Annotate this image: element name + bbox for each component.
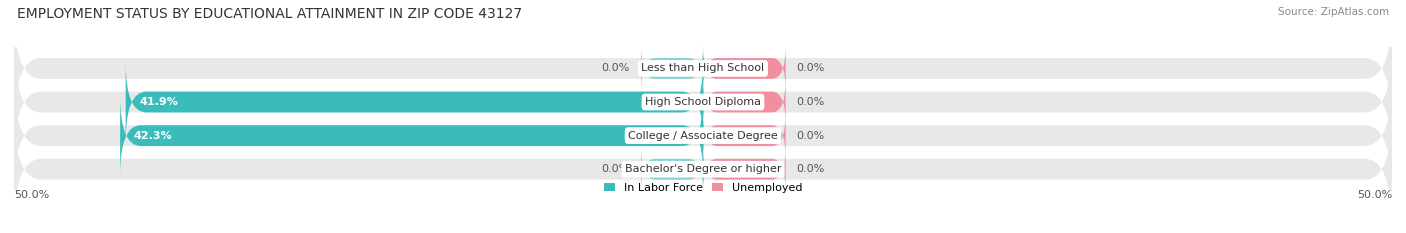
FancyBboxPatch shape bbox=[703, 146, 786, 192]
Text: 50.0%: 50.0% bbox=[14, 190, 49, 200]
Text: Bachelor's Degree or higher: Bachelor's Degree or higher bbox=[624, 164, 782, 174]
FancyBboxPatch shape bbox=[14, 45, 1392, 159]
Text: High School Diploma: High School Diploma bbox=[645, 97, 761, 107]
FancyBboxPatch shape bbox=[703, 79, 786, 125]
Text: 50.0%: 50.0% bbox=[1357, 190, 1392, 200]
FancyBboxPatch shape bbox=[703, 45, 786, 92]
FancyBboxPatch shape bbox=[120, 96, 703, 176]
Text: 42.3%: 42.3% bbox=[134, 131, 173, 141]
Text: 0.0%: 0.0% bbox=[602, 63, 630, 73]
Text: 0.0%: 0.0% bbox=[797, 164, 825, 174]
Text: Source: ZipAtlas.com: Source: ZipAtlas.com bbox=[1278, 7, 1389, 17]
Legend: In Labor Force, Unemployed: In Labor Force, Unemployed bbox=[599, 178, 807, 197]
FancyBboxPatch shape bbox=[125, 62, 703, 142]
Text: 0.0%: 0.0% bbox=[797, 97, 825, 107]
FancyBboxPatch shape bbox=[14, 113, 1392, 226]
FancyBboxPatch shape bbox=[641, 146, 703, 192]
FancyBboxPatch shape bbox=[703, 113, 786, 159]
FancyBboxPatch shape bbox=[641, 45, 703, 92]
Text: College / Associate Degree: College / Associate Degree bbox=[628, 131, 778, 141]
Text: 41.9%: 41.9% bbox=[139, 97, 179, 107]
Text: 0.0%: 0.0% bbox=[797, 63, 825, 73]
Text: 0.0%: 0.0% bbox=[602, 164, 630, 174]
Text: 0.0%: 0.0% bbox=[797, 131, 825, 141]
Text: Less than High School: Less than High School bbox=[641, 63, 765, 73]
Text: EMPLOYMENT STATUS BY EDUCATIONAL ATTAINMENT IN ZIP CODE 43127: EMPLOYMENT STATUS BY EDUCATIONAL ATTAINM… bbox=[17, 7, 522, 21]
FancyBboxPatch shape bbox=[14, 79, 1392, 192]
FancyBboxPatch shape bbox=[14, 12, 1392, 125]
